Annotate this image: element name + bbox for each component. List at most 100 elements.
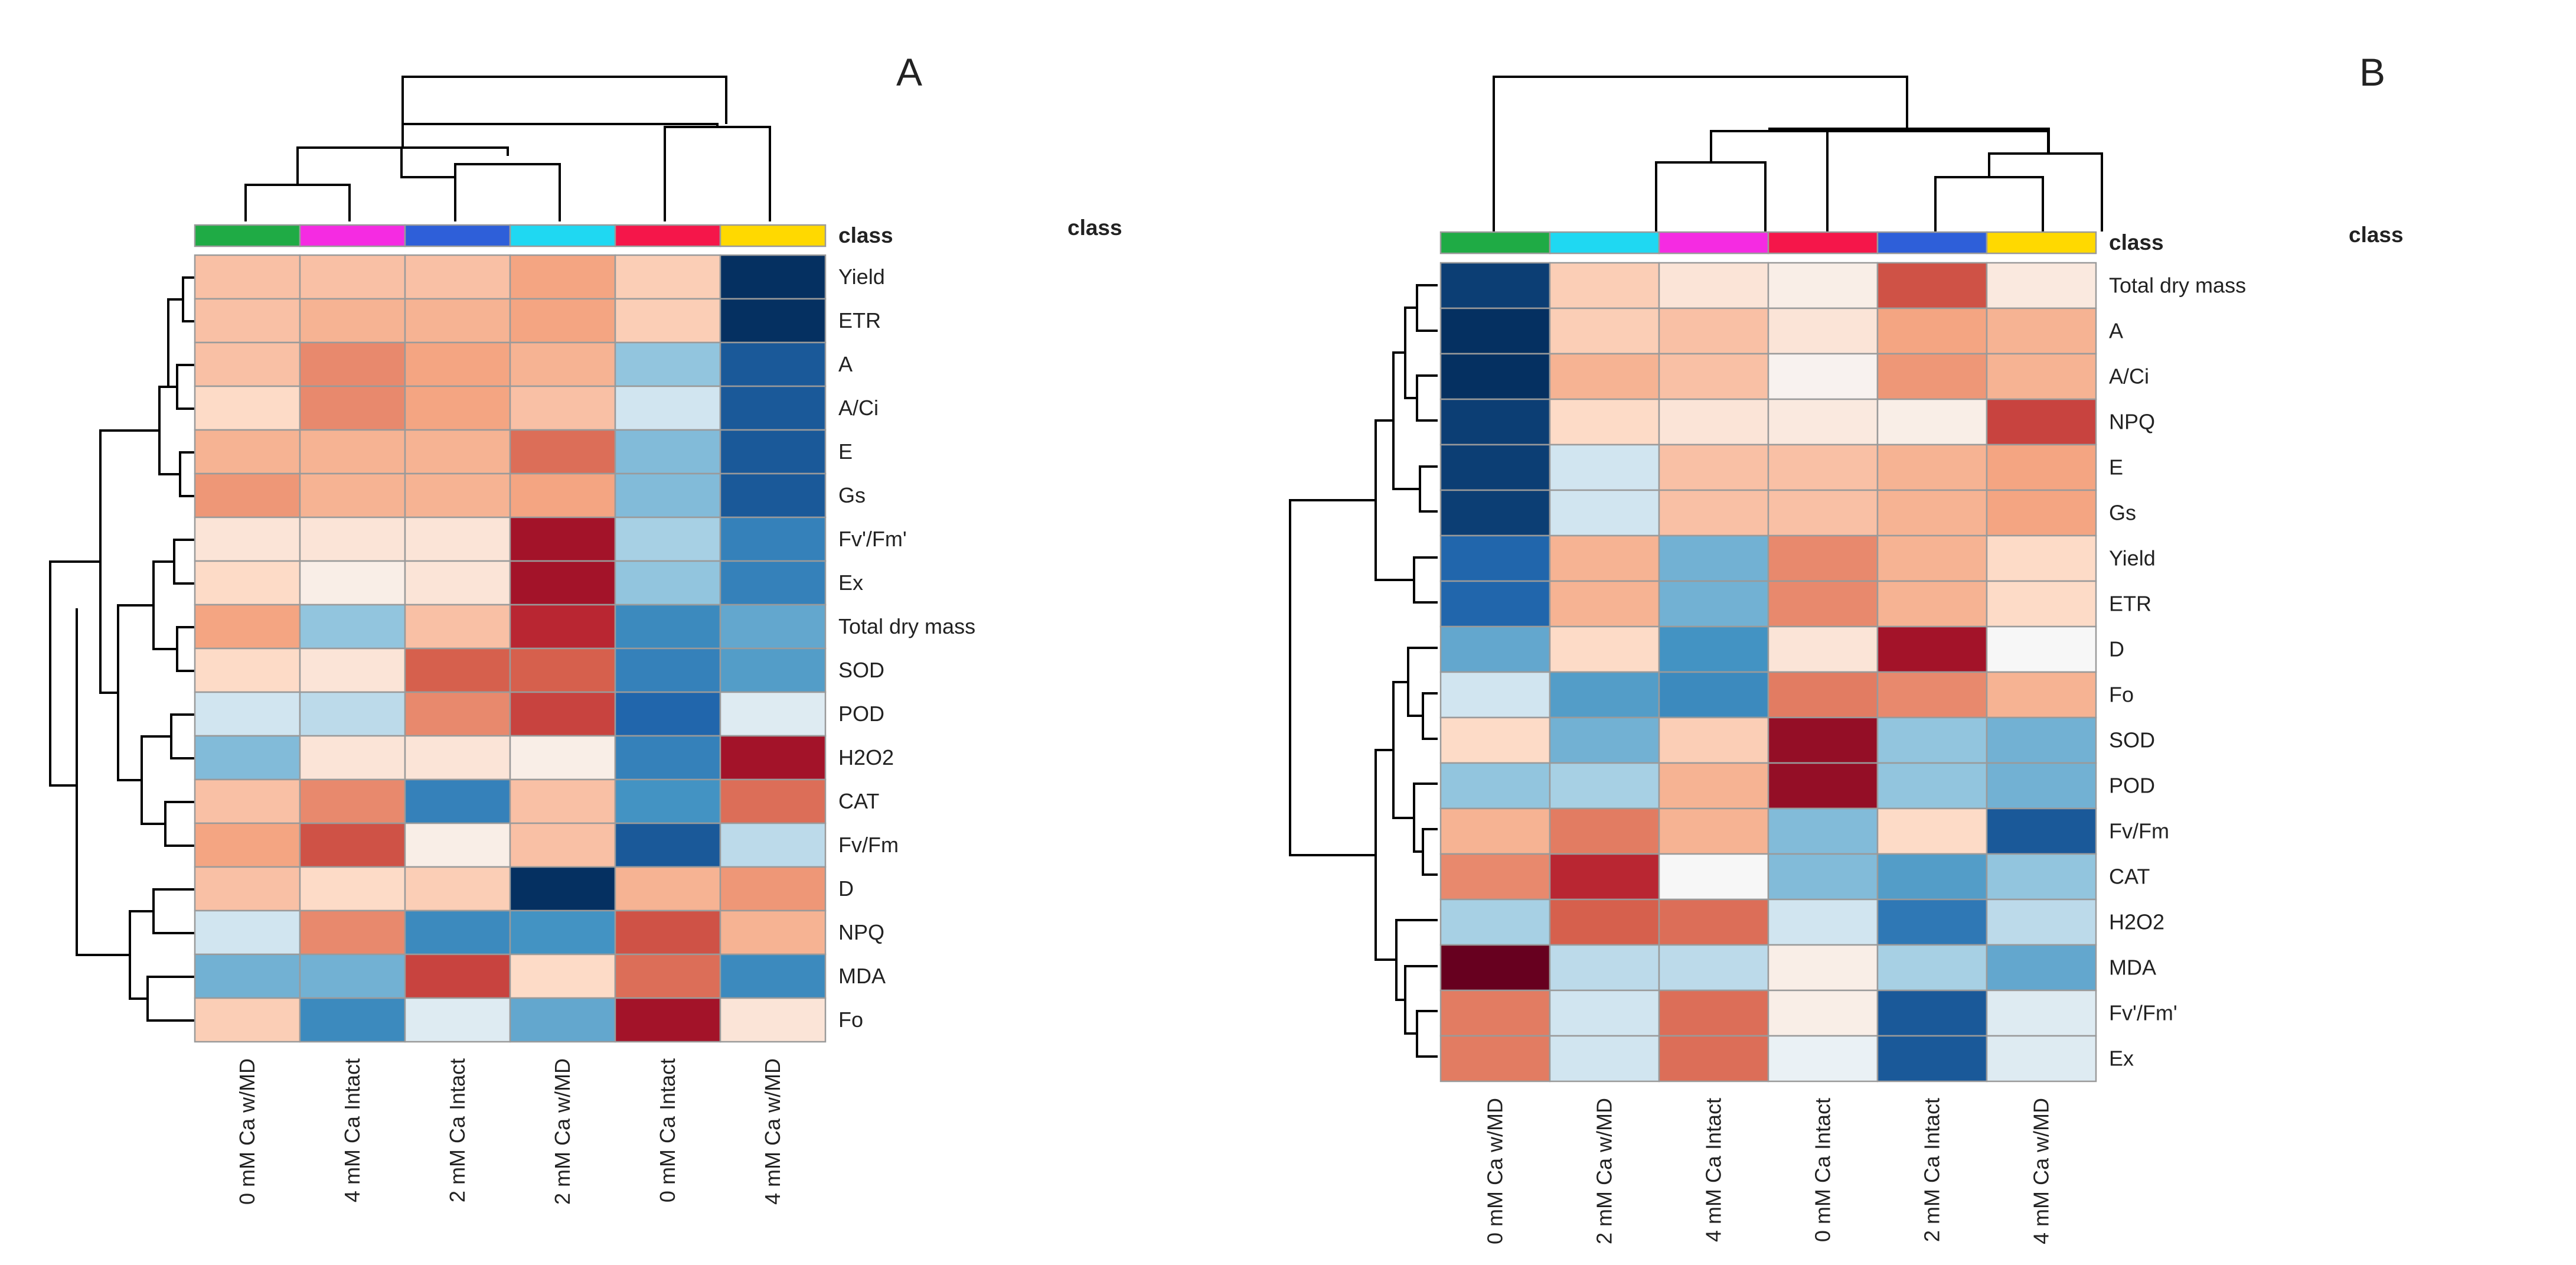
heatmap-panel-b: B class Total dry mass A A/Ci NPQ E Gs Yield ET… [1289, 50, 2404, 1244]
panel-b-heatmap-cell [1439, 989, 1551, 1037]
panel-b-heatmap-cell [1439, 716, 1551, 764]
panel-a-heatmap-cell [299, 866, 406, 912]
panel-b-heatmap-cell [1876, 853, 1988, 901]
panel-a-heatmap-cell [404, 429, 511, 475]
panel-a-column-label: 4 mM Ca Intact [340, 1058, 364, 1202]
panel-b-class-cell [1658, 231, 1769, 255]
panel-b-heatmap-cell [1439, 853, 1551, 901]
panel-b-heatmap-cell [1986, 580, 2097, 628]
panel-b-heatmap-cell [1876, 944, 1988, 992]
panel-a-class-cell [299, 224, 406, 247]
panel-a-heatmap-cell [299, 298, 406, 344]
panel-a-heatmap-cell [614, 997, 721, 1043]
panel-b-heatmap-cell [1986, 444, 2097, 491]
panel-b-heatmap-cell [1658, 944, 1769, 992]
panel-b-heatmap-cell [1986, 262, 2097, 309]
panel-a-heatmap-cell [509, 735, 616, 781]
panel-a-heatmap-cell [194, 429, 301, 475]
panel-b-heatmap-cell [1767, 444, 1879, 491]
panel-b-row-label: D [2109, 637, 2124, 661]
panel-b-heatmap-cell [1767, 307, 1879, 355]
panel-a-row-label: A [838, 352, 853, 376]
panel-a-heatmap-cell [299, 429, 406, 475]
panel-a-heatmap-cell [404, 778, 511, 824]
panel-a-heatmap-cell [719, 560, 827, 606]
panel-b-heatmap-cell [1767, 989, 1879, 1037]
panel-a-heatmap-cell [404, 341, 511, 387]
panel-a-heatmap-cell [614, 778, 721, 824]
panel-b-heatmap-cell [1658, 989, 1769, 1037]
panel-b-heatmap-cell [1549, 989, 1660, 1037]
panel-a-heatmap-cell [719, 298, 827, 344]
panel-b-heatmap-cell [1986, 671, 2097, 719]
panel-a-heatmap-cell [509, 778, 616, 824]
panel-b-heatmap-cell [1658, 444, 1769, 491]
panel-b-heatmap-cell [1439, 671, 1551, 719]
panel-a-heatmap-cell [719, 516, 827, 562]
panel-b-heatmap-cell [1549, 489, 1660, 537]
panel-b-heatmap-cell [1986, 762, 2097, 810]
panel-a-heatmap-cell [719, 647, 827, 693]
panel-a-heatmap-cell [299, 997, 406, 1043]
panel-b-heatmap-cell [1439, 489, 1551, 537]
panel-a-class-annotation [194, 224, 827, 247]
panel-b-row-label: SOD [2109, 728, 2155, 752]
panel-a-row-label: MDA [838, 964, 886, 988]
panel-b-heatmap-cell [1658, 307, 1769, 355]
panel-b-class-legend: class [2349, 223, 2404, 247]
panel-a-row-label: Yield [838, 265, 885, 289]
panel-b-heatmap-cell [1658, 353, 1769, 400]
panel-a-heatmap-cell [194, 516, 301, 562]
panel-b-heatmap-cell [1876, 580, 1988, 628]
panel-a-heatmap-cell [194, 822, 301, 868]
panel-b-class-annotation [1439, 231, 2097, 255]
panel-a-heatmap-cell [719, 735, 827, 781]
panel-a-row-label: Fv'/Fm' [838, 527, 907, 551]
panel-a-class-cell [509, 224, 616, 247]
panel-a-row-dendro-branches [49, 276, 195, 1022]
panel-b-row-label: MDA [2109, 956, 2156, 980]
panel-a-heatmap-cell [614, 341, 721, 387]
panel-a-heatmap-cell [299, 472, 406, 519]
panel-b-column-label: 4 mM Ca Intact [1702, 1098, 1726, 1242]
panel-b-heatmap-cell [1986, 398, 2097, 446]
panel-b-row-labels: Total dry mass A A/Ci NPQ E Gs Yield ETR D Fo SOD P… [2109, 273, 2246, 1071]
panel-a-heatmap-cell [404, 472, 511, 519]
panel-b-class-cell [1876, 231, 1988, 255]
panel-b-row-label: Fv/Fm [2109, 819, 2169, 843]
panel-a-heatmap-cell [719, 604, 827, 650]
panel-b-heatmap-cell [1658, 534, 1769, 582]
panel-b-heatmap-cell [1876, 307, 1988, 355]
panel-a-heatmap-cell [404, 516, 511, 562]
panel-a-row-label: Fo [838, 1008, 863, 1032]
panel-b-heatmap-cell [1876, 444, 1988, 491]
panel-a-heatmap-cell [719, 953, 827, 999]
panel-b-heatmap-cell [1767, 716, 1879, 764]
panel-b-class-cell [1439, 231, 1551, 255]
panel-b-row-label: A [2109, 319, 2123, 343]
panel-b-heatmap-cell [1986, 944, 2097, 992]
panel-b-heatmap-cell [1876, 898, 1988, 946]
panel-b-heatmap-cell [1439, 534, 1551, 582]
panel-a-column-dendrogram [244, 76, 771, 221]
panel-a-heatmap-cell [614, 735, 721, 781]
panel-b-heatmap-cell [1549, 307, 1660, 355]
panel-b-column-dendrogram [1493, 76, 2103, 232]
panel-b-heatmap-cell [1986, 1035, 2097, 1083]
panel-a-heatmap-cell [719, 778, 827, 824]
panel-a-heatmap-cell [404, 298, 511, 344]
panel-b-heatmap-cell [1767, 853, 1879, 901]
panel-b-heatmap-cell [1767, 762, 1879, 810]
panel-a-heatmap-cell [404, 691, 511, 737]
panel-b-heatmap-cell [1767, 580, 1879, 628]
panel-b-heatmap-cell [1658, 898, 1769, 946]
panel-b-heatmap-cell [1986, 989, 2097, 1037]
panel-a-row-label: CAT [838, 789, 879, 813]
panel-a-heatmap-cell [299, 647, 406, 693]
panel-a-heatmap-cell [509, 298, 616, 344]
panel-a-column-label: 2 mM Ca Intact [445, 1058, 469, 1202]
panel-b-row-label: POD [2109, 774, 2155, 798]
panel-a-heatmap-cell [719, 341, 827, 387]
panel-a-heatmap-cell [719, 429, 827, 475]
